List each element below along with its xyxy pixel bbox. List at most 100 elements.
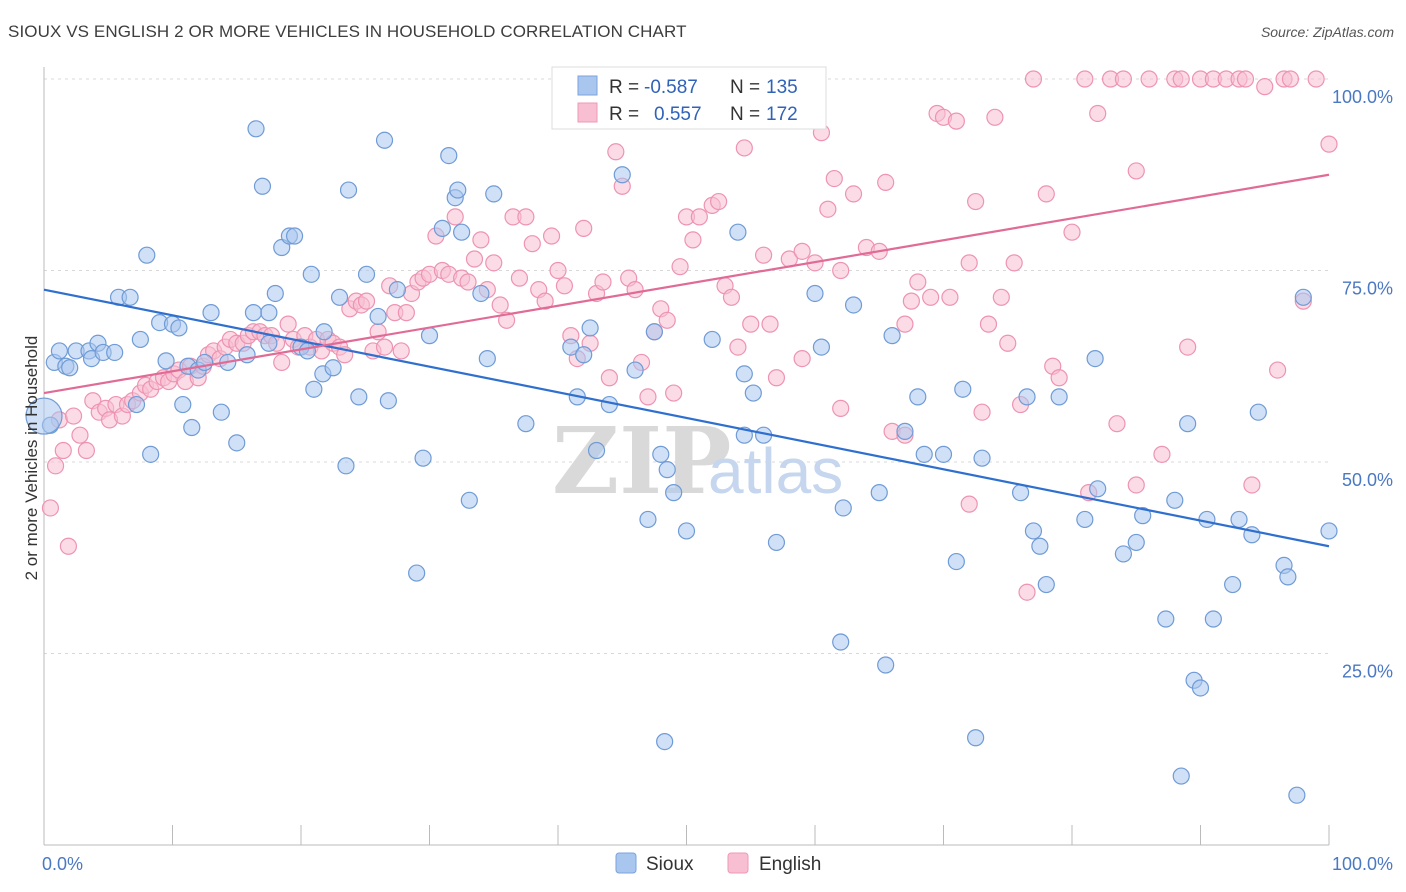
sioux-point: [581, 319, 599, 337]
sioux-point: [1011, 484, 1030, 502]
english-point: [825, 169, 843, 188]
y-axis-label: 2 or more Vehicles in Household: [22, 336, 41, 581]
sioux-point: [61, 359, 79, 377]
sioux-point: [806, 284, 824, 303]
sioux-point: [433, 219, 451, 237]
sioux-point: [472, 284, 490, 303]
axes: [43, 67, 1330, 846]
sioux-point: [947, 552, 965, 571]
english-point: [877, 173, 895, 192]
sioux-point: [244, 304, 263, 322]
sioux-point: [302, 265, 320, 283]
english-point: [1127, 476, 1145, 494]
sioux-point: [253, 177, 272, 195]
english-point: [498, 311, 516, 329]
english-series-swatch: [727, 852, 749, 874]
english-point: [665, 384, 683, 402]
sioux-point: [934, 445, 953, 463]
sioux-point: [337, 457, 355, 475]
english-point: [1172, 70, 1190, 88]
english-point: [999, 334, 1017, 352]
english-point: [909, 273, 927, 291]
english-point: [902, 292, 920, 310]
english-point: [1256, 78, 1274, 96]
sioux-point: [388, 281, 406, 299]
english-point: [64, 407, 83, 425]
sioux-point: [298, 342, 317, 360]
english-point: [446, 208, 464, 226]
english-point: [1089, 104, 1107, 123]
english-point: [979, 315, 998, 333]
english-point: [71, 426, 89, 444]
legend-box: [551, 66, 827, 130]
y-tick-label: 100.0%: [1332, 87, 1393, 107]
english-point: [671, 258, 689, 276]
english-point: [536, 292, 554, 310]
correlation-legend: R = -0.587 N = 135 R = 0.557 N = 172: [551, 66, 827, 130]
sioux-point: [453, 223, 471, 241]
english-point: [658, 311, 676, 329]
sioux-point: [915, 445, 933, 463]
sioux-point: [305, 380, 323, 398]
sioux-point: [460, 491, 478, 509]
english-point: [54, 441, 72, 460]
sioux-point: [1166, 491, 1184, 509]
english-point: [1114, 70, 1133, 88]
sioux-point: [375, 131, 394, 149]
english-point: [517, 208, 535, 226]
english-point: [684, 231, 702, 249]
sioux-point: [735, 365, 753, 383]
english-point: [967, 192, 985, 211]
y-tick-label: 50.0%: [1342, 470, 1393, 490]
sioux-point: [157, 352, 175, 370]
sioux-point: [645, 323, 663, 341]
english-point: [279, 315, 297, 333]
sioux-point: [896, 422, 914, 440]
sioux-point: [260, 304, 278, 322]
english-point: [1108, 415, 1126, 433]
english-n-value: 172: [766, 104, 798, 125]
english-point: [77, 441, 96, 460]
sioux-point: [369, 307, 387, 326]
english-point: [844, 185, 863, 203]
english-series-label: English: [759, 854, 821, 875]
english-point: [960, 254, 978, 272]
x-tick-label: 0.0%: [42, 854, 83, 874]
english-point: [1307, 70, 1325, 88]
sioux-point: [324, 359, 342, 377]
sioux-point: [870, 484, 888, 502]
english-point: [59, 537, 78, 555]
sioux-point: [183, 418, 201, 437]
english-point: [485, 254, 503, 272]
english-point: [941, 288, 959, 306]
sioux-point: [677, 522, 696, 540]
english-point: [690, 208, 708, 226]
english-point: [754, 246, 773, 264]
english-point: [392, 342, 410, 360]
sioux-point: [357, 265, 376, 283]
sioux-point: [1024, 522, 1043, 540]
series-legend: Sioux English: [615, 852, 821, 875]
sioux-point: [1179, 415, 1197, 433]
sioux-legend-swatch: [577, 75, 598, 96]
sioux-point: [703, 330, 721, 349]
english-r-value: 0.557: [654, 104, 702, 125]
sioux-point: [967, 729, 985, 747]
english-point: [1320, 135, 1338, 153]
english-point: [1050, 369, 1068, 387]
sioux-point: [1191, 679, 1210, 697]
sioux-point: [478, 349, 496, 368]
sioux-point: [626, 361, 644, 379]
sioux-point: [639, 510, 657, 529]
english-point: [510, 269, 529, 287]
sioux-point: [449, 181, 467, 199]
sioux-point: [127, 395, 146, 414]
english-point: [722, 288, 741, 306]
sioux-point: [652, 445, 670, 463]
sioux-point: [174, 395, 192, 414]
english-point: [922, 288, 940, 306]
watermark-zip: ZIP: [552, 407, 731, 515]
english-point: [986, 108, 1004, 126]
english-r-label: R =: [609, 104, 639, 125]
